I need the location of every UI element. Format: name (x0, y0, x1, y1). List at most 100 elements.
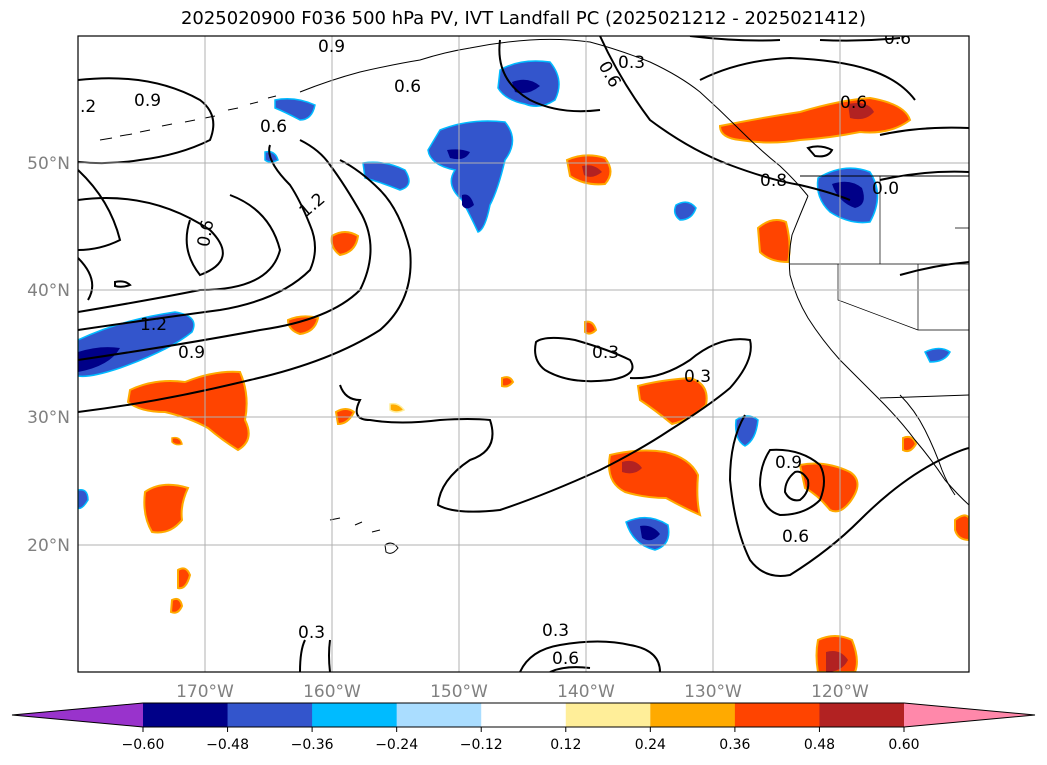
lon-label: 130°W (684, 682, 742, 702)
colorbar-segment (227, 703, 313, 727)
baja-california (899, 394, 956, 496)
colorbar-tick-label: −0.12 (460, 737, 503, 753)
colorbar-extend-max (904, 703, 1035, 727)
lon-label: 170°W (176, 682, 234, 702)
lat-label: 50°N (27, 154, 70, 174)
contour-label: 0.6 (782, 527, 809, 547)
contour-label: 0.3 (618, 53, 645, 73)
colorbar-tick-label: 0.12 (550, 737, 581, 753)
positive-anomaly-region (636, 376, 708, 426)
positive-anomaly-region (171, 436, 183, 446)
positive-anomaly-region (169, 597, 184, 614)
colorbar-tick-label: 0.48 (804, 737, 835, 753)
positive-anomaly-region (902, 435, 918, 453)
aleutian-islands (99, 95, 277, 141)
contour-line (78, 159, 412, 413)
contour-label: 0.6 (394, 77, 421, 97)
contour-line (806, 145, 834, 158)
positive-anomaly-region (584, 320, 598, 335)
colorbar-extend-min (12, 703, 143, 727)
contour-line (519, 640, 661, 672)
contour-label: 0.3 (592, 343, 619, 363)
contour-line (689, 36, 781, 42)
contour-line (819, 37, 901, 42)
alaska-coastline (299, 38, 809, 197)
positive-anomaly-core (582, 165, 602, 177)
map-title: 2025020900 F036 500 hPa PV, IVT Landfall… (180, 8, 867, 29)
contour-label: 0.6 (194, 218, 218, 248)
negative-anomaly-core (640, 525, 660, 541)
positive-anomaly-region (756, 219, 791, 264)
positive-anomaly-region (126, 370, 250, 452)
colorbar-tick-label: 0.24 (635, 737, 666, 753)
colorbar-segment (565, 703, 651, 727)
positive-anomaly-region (954, 514, 969, 542)
lat-label: 20°N (27, 536, 70, 556)
negative-anomaly-region (274, 98, 316, 121)
contour-label: 0.8 (760, 171, 787, 191)
hawaii-islands (329, 517, 399, 554)
positive-anomaly-region (177, 567, 192, 590)
colorbar-segment (650, 703, 736, 727)
negative-anomaly-region (427, 120, 514, 233)
negative-anomaly-region (264, 150, 279, 163)
negative-anomaly-region (673, 201, 697, 221)
colorbar-segment (481, 703, 567, 727)
contour-line (783, 470, 810, 502)
lat-label: 30°N (27, 408, 70, 428)
map-background (78, 36, 969, 672)
contour-label: 0.9 (318, 37, 345, 57)
lat-label: 40°N (27, 281, 70, 301)
contour-line (78, 197, 224, 277)
contour-line (339, 338, 752, 513)
colorbar-segment (819, 703, 905, 727)
contour-line (879, 126, 969, 136)
positive-anomaly-region (501, 376, 515, 388)
latitude-labels: 50°N 40°N 30°N 20°N (27, 154, 70, 556)
colorbar: −0.60 −0.48 −0.36 −0.24 −0.12 0.12 0.24 0.36 0.4… (11, 702, 1036, 753)
contour-label: 0.0 (872, 179, 899, 199)
contour-label: 0.6 (884, 29, 911, 49)
contour-label: 0.6 (260, 117, 287, 137)
contour-line (534, 336, 634, 383)
colorbar-tick-label: −0.60 (122, 737, 165, 753)
map-border (77, 35, 970, 673)
contour-line (899, 261, 969, 276)
contour-line (114, 280, 132, 288)
coastlines (99, 38, 969, 554)
lon-label: 140°W (557, 682, 615, 702)
contour-line (78, 257, 94, 301)
contour-line (699, 56, 916, 101)
colorbar-tick-label: −0.36 (291, 737, 334, 753)
colorbar-segment (396, 703, 482, 727)
positive-anomaly-region (286, 315, 320, 336)
negative-anomaly-region (923, 347, 951, 363)
contour-line (78, 77, 215, 165)
lon-label: 120°W (811, 682, 869, 702)
positive-anomaly-core (826, 651, 848, 672)
contour-label: 0.6 (552, 649, 579, 669)
colorbar-segment (734, 703, 820, 727)
contour-label: 0.9 (775, 453, 802, 473)
contour-line (728, 414, 969, 577)
us-mexico-border (879, 394, 969, 399)
graticule (78, 36, 969, 672)
positive-anomaly-core (848, 103, 874, 120)
contour-line (498, 39, 601, 113)
contour-line (78, 144, 316, 331)
contour-line (299, 639, 331, 672)
contour-labels: 0.9 0.6 .2 0.9 0.6 0.6 1.2 0.6 1.2 0.9 0… (80, 29, 911, 669)
contour-label: 1.2 (140, 315, 167, 335)
colorbar-segment (312, 703, 398, 727)
contour-label: 0.9 (134, 91, 161, 111)
lon-label: 160°W (303, 682, 361, 702)
contour-line (879, 170, 969, 181)
contour-label: .2 (80, 97, 96, 117)
contour-line (78, 194, 282, 313)
longitude-labels: 170°W 160°W 150°W 140°W 130°W 120°W (176, 682, 869, 702)
positive-anomaly-region (389, 402, 406, 413)
negative-anomaly-region (78, 488, 89, 510)
lon-label: 150°W (430, 682, 488, 702)
colorbar-tick-label: −0.48 (206, 737, 249, 753)
colorbar-tick-label: 0.60 (888, 737, 919, 753)
